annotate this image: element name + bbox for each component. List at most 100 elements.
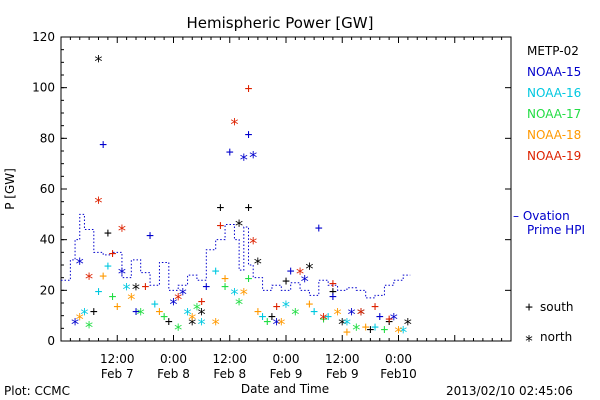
data-point: + — [151, 297, 159, 312]
data-point: * — [75, 310, 85, 329]
legend-entry: NOAA-18 — [527, 128, 581, 142]
data-point: + — [371, 300, 379, 315]
data-point: + — [221, 279, 229, 294]
data-point: + — [324, 310, 332, 325]
data-point: + — [385, 312, 393, 327]
legend-entry: NOAA-16 — [527, 86, 581, 100]
data-point: * — [248, 234, 258, 253]
data-point: + — [216, 218, 224, 233]
data-point: + — [362, 320, 370, 335]
data-point: + — [245, 82, 253, 97]
data-point: + — [376, 310, 384, 325]
data-point: * — [230, 284, 240, 303]
y-tick-label: 60 — [40, 182, 55, 196]
data-point: + — [371, 320, 379, 335]
data-point: + — [366, 322, 374, 337]
legend: METP-02 NOAA-15 NOAA-16 NOAA-17 NOAA-18 NOAA-… — [513, 44, 585, 350]
data-point: * — [337, 315, 347, 334]
legend-entry: NOAA-17 — [527, 107, 581, 121]
x-tick-label-date: Feb 7 — [101, 367, 134, 381]
x-tick-label-date: Feb10 — [380, 367, 417, 381]
data-point: * — [234, 216, 244, 235]
ovation-hpi-line — [61, 213, 411, 299]
legend-ovation: Prime HPI — [527, 223, 585, 237]
data-point: + — [268, 310, 276, 325]
data-point: + — [381, 322, 389, 337]
data-point: * — [248, 148, 258, 167]
data-point: + — [99, 269, 107, 284]
data-point: + — [263, 315, 271, 330]
data-point: * — [342, 315, 352, 334]
data-point: + — [202, 279, 210, 294]
plot-credit: Plot: CCMC — [4, 384, 70, 398]
data-point: + — [198, 294, 206, 309]
data-point: + — [104, 259, 112, 274]
x-tick-label-date: Feb 9 — [270, 367, 303, 381]
x-tick-label-time: 0:00 — [385, 352, 412, 366]
data-point: + — [259, 310, 267, 325]
marker-legend-label: south — [540, 300, 574, 314]
data-point: * — [305, 259, 315, 278]
x-tick-label-date: Feb 9 — [326, 367, 359, 381]
x-tick-label-time: 12:00 — [325, 352, 360, 366]
x-tick-label-time: 12:00 — [100, 352, 135, 366]
data-point: + — [254, 305, 262, 320]
data-point: + — [282, 274, 290, 289]
y-tick-label: 20 — [40, 283, 55, 297]
data-point: + — [90, 305, 98, 320]
data-point: * — [239, 150, 249, 169]
data-point: + — [320, 312, 328, 327]
data-point: * — [230, 115, 240, 134]
data-point: + — [216, 201, 224, 216]
data-point: * — [333, 305, 343, 324]
data-point: + — [109, 289, 117, 304]
data-point: + — [141, 279, 149, 294]
data-point: + — [245, 127, 253, 142]
data-point: + — [113, 300, 121, 315]
data-point: * — [272, 315, 282, 334]
data-point: * — [70, 315, 80, 334]
data-point: + — [310, 305, 318, 320]
data-point: + — [385, 315, 393, 330]
data-point: * — [75, 254, 85, 273]
data-point: * — [398, 322, 408, 341]
x-tick-label-time: 0:00 — [160, 352, 187, 366]
data-point: * — [94, 193, 104, 212]
data-point: + — [306, 297, 314, 312]
data-point: + — [221, 272, 229, 287]
data-point: * — [117, 221, 127, 240]
data-point: + — [329, 284, 337, 299]
data-point: * — [169, 294, 179, 313]
data-point: + — [104, 226, 112, 241]
data-point: * — [126, 289, 136, 308]
marker-legend-label: north — [540, 330, 572, 344]
data-point: + — [343, 325, 351, 340]
data-point: * — [94, 51, 104, 70]
data-point: * — [389, 310, 399, 329]
x-tick-label-date: Feb 8 — [213, 367, 246, 381]
y-tick-label: 40 — [40, 233, 55, 247]
data-point: * — [347, 305, 357, 324]
data-point: * — [276, 315, 286, 334]
legend-entry: METP-02 — [527, 44, 579, 58]
ovation-step-line — [61, 213, 411, 299]
data-point: + — [329, 289, 337, 304]
legend-entry: NOAA-19 — [527, 149, 581, 163]
data-point: * — [187, 315, 197, 334]
data-point: * — [281, 297, 291, 316]
y-tick-label: 100 — [32, 81, 55, 95]
data-point: + — [287, 264, 295, 279]
data-point: * — [197, 315, 207, 334]
chart-title: Hemispheric Power [GW] — [187, 14, 374, 32]
data-point: * — [122, 279, 132, 298]
y-axis-label: P [GW] — [3, 168, 17, 210]
data-point: * — [234, 294, 244, 313]
marker-legend-symbol: + — [525, 300, 533, 315]
legend-entry: NOAA-15 — [527, 65, 581, 79]
data-point: * — [117, 264, 127, 283]
data-point: + — [329, 277, 337, 292]
data-point: + — [245, 201, 253, 216]
x-tick-label-date: Feb 8 — [157, 367, 190, 381]
data-point: * — [192, 300, 202, 319]
data-point: + — [95, 284, 103, 299]
